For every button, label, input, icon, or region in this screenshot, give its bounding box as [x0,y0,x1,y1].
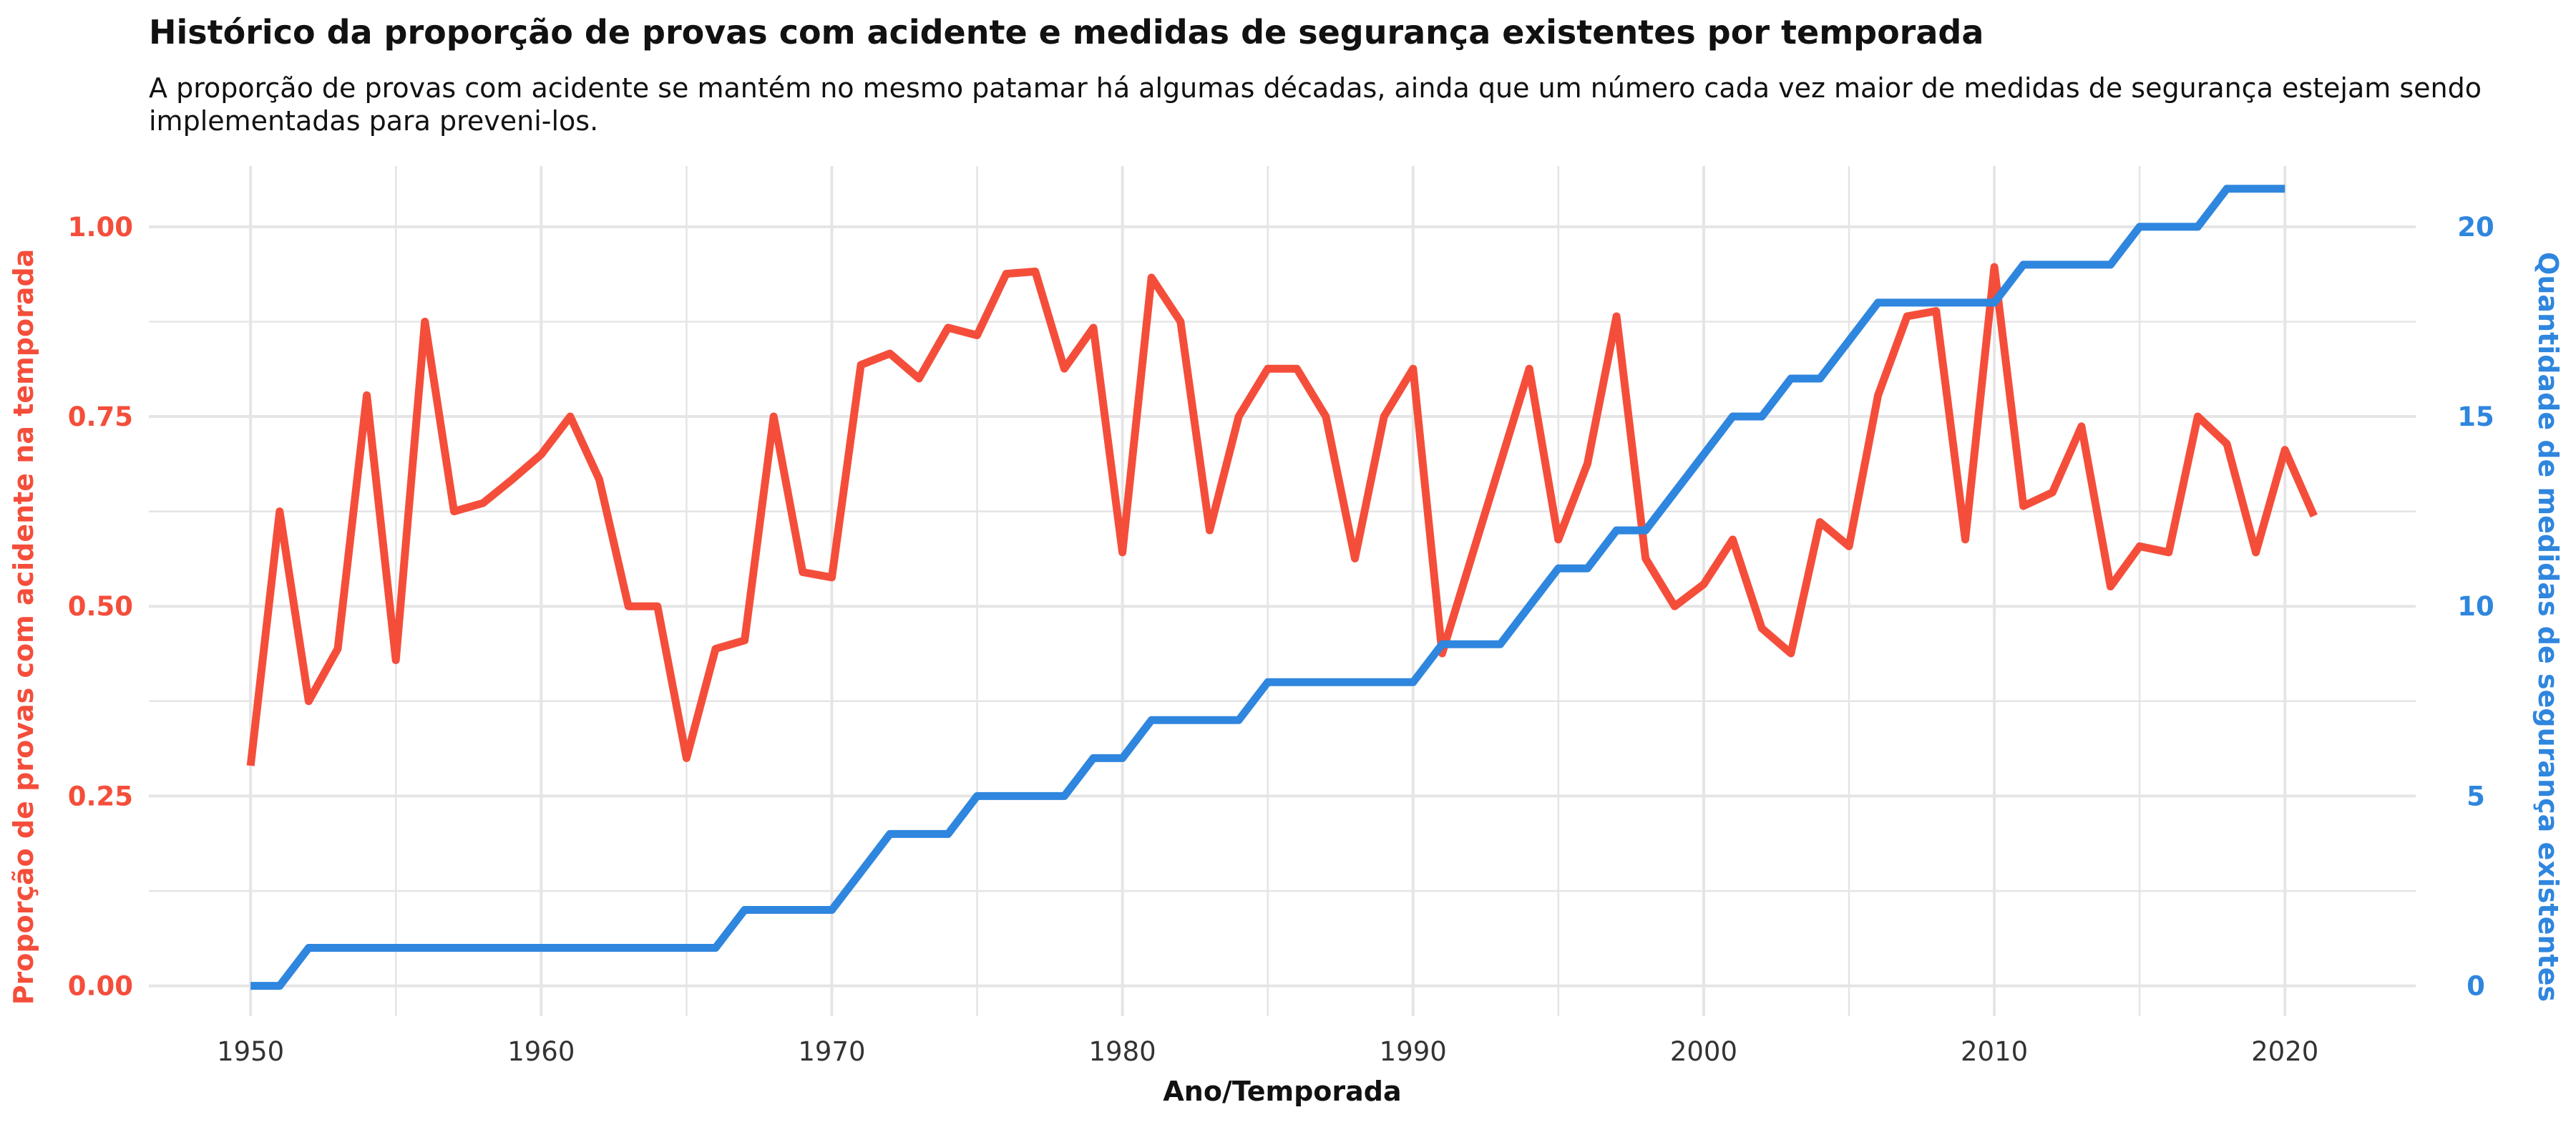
y-right-tick-label: 5 [2467,781,2485,812]
y-left-tick-label: 0.75 [68,401,133,432]
x-tick-label: 2000 [1670,1036,1737,1067]
x-tick-label: 1960 [507,1036,575,1067]
y-left-tick-label: 0.50 [68,591,133,622]
x-tick-label: 1980 [1089,1036,1156,1067]
y-axis-right-label: Quantidade de medidas de segurança exist… [2532,252,2564,1002]
y-right-tick-label: 0 [2467,971,2485,1002]
y-right-tick-label: 15 [2457,401,2494,432]
y-left-tick-label: 1.00 [68,212,133,243]
chart-subtitle: A proporção de provas com acidente se ma… [149,72,2482,137]
series-lines [246,185,2318,990]
y-right-tick-label: 10 [2457,591,2494,622]
accident-proportion-line [246,263,2318,766]
y-axis-left-label: Proporção de provas com acidente na temp… [8,249,39,1005]
y-right-tick-label: 20 [2457,212,2494,243]
chart-title: Histórico da proporção de provas com aci… [149,13,1984,52]
x-tick-label: 1990 [1380,1036,1447,1067]
tick-labels: 1950 1960 1970 1980 1990 2000 2010 20200.000.25… [68,212,2494,1067]
x-tick-label: 1970 [798,1036,865,1067]
x-tick-label: 2020 [2251,1036,2318,1067]
x-axis-label: Ano/Temporada [1163,1076,1401,1107]
y-left-tick-label: 0.00 [68,971,133,1002]
y-left-tick-label: 0.25 [68,781,133,812]
safety-measures-line [250,185,2285,990]
grid-lines [149,166,2416,1016]
x-tick-label: 2010 [1961,1036,2028,1067]
x-tick-label: 1950 [217,1036,284,1067]
